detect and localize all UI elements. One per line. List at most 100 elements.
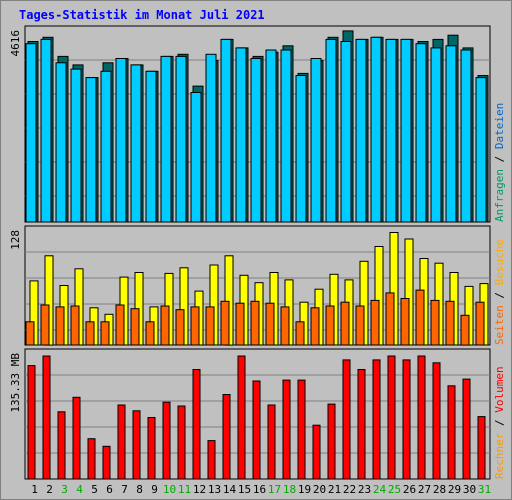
x-tick-label: 12 (193, 483, 206, 496)
x-tick-label: 23 (358, 483, 371, 496)
bar-dateien-day-4 (70, 68, 82, 223)
bar-volumen-day-10 (162, 401, 171, 480)
bar-seiten-day-20 (310, 307, 320, 346)
bar-dateien-day-25 (385, 38, 397, 223)
bar-volumen-day-30 (462, 378, 471, 480)
panel-requests: 4616 (9, 25, 491, 223)
x-tick-label: 4 (76, 483, 83, 496)
x-tick-label: 8 (136, 483, 143, 496)
legend-bottom: Rechner / Volumen (493, 366, 506, 479)
bar-volumen-day-15 (237, 355, 246, 480)
bar-seiten-day-14 (220, 300, 230, 346)
bar-dateien-day-10 (160, 55, 172, 223)
bar-seiten-day-17 (265, 302, 275, 346)
legend-item: Besuche (493, 239, 506, 285)
bar-dateien-day-8 (130, 64, 142, 223)
bar-volumen-day-1 (27, 365, 36, 480)
bar-seiten-day-5 (85, 321, 95, 346)
bar-volumen-day-8 (132, 410, 141, 480)
bar-dateien-day-11 (175, 55, 187, 223)
bar-volumen-day-25 (387, 355, 396, 480)
bar-seiten-day-7 (115, 304, 125, 346)
bar-seiten-day-28 (430, 299, 440, 346)
x-tick-label: 29 (448, 483, 461, 496)
series-dateien (25, 36, 487, 223)
bar-volumen-day-13 (207, 440, 216, 480)
x-tick-label: 31 (478, 483, 491, 496)
x-tick-label: 18 (283, 483, 296, 496)
bar-seiten-day-10 (160, 305, 170, 346)
bar-seiten-day-1 (25, 321, 35, 346)
bar-volumen-day-11 (177, 405, 186, 480)
bar-volumen-day-28 (432, 362, 441, 480)
bar-dateien-day-26 (400, 38, 412, 223)
bar-volumen-day-22 (342, 359, 351, 480)
bar-volumen-day-18 (282, 379, 291, 480)
x-tick-label: 26 (403, 483, 416, 496)
bar-seiten-day-18 (280, 306, 290, 346)
bar-seiten-day-13 (205, 306, 215, 346)
legend-separator: / (493, 413, 506, 433)
panel-volume: 135.33 MB (9, 348, 491, 480)
bar-dateien-day-28 (430, 47, 442, 223)
bar-seiten-day-4 (70, 305, 80, 346)
bar-seiten-day-24 (370, 299, 380, 346)
legend-item: Rechner (493, 432, 506, 479)
bar-dateien-day-2 (40, 38, 52, 223)
legend-item: Dateien (493, 103, 506, 149)
legend-separator: / (493, 149, 506, 169)
x-tick-label: 21 (328, 483, 341, 496)
bar-volumen-day-6 (102, 445, 111, 480)
x-tick-label: 10 (163, 483, 176, 496)
bar-seiten-day-16 (250, 300, 260, 346)
bar-dateien-day-6 (100, 70, 112, 223)
bar-dateien-day-7 (115, 58, 127, 223)
panel-visits: 128 (9, 225, 491, 346)
legend-middle: Seiten / Besuche (493, 239, 506, 345)
bar-volumen-day-5 (87, 438, 96, 480)
legend-separator: / (493, 285, 506, 305)
bar-seiten-day-6 (100, 321, 110, 346)
bar-dateien-day-19 (295, 75, 307, 223)
bar-seiten-day-19 (295, 321, 305, 346)
bar-volumen-day-3 (57, 411, 66, 480)
bar-dateien-day-31 (475, 77, 487, 223)
bar-dateien-day-23 (355, 38, 367, 223)
x-tick-label: 2 (46, 483, 53, 496)
bar-volumen-day-14 (222, 394, 231, 480)
bar-dateien-day-18 (280, 49, 292, 223)
x-tick-label: 27 (418, 483, 431, 496)
y-max-label: 128 (9, 230, 22, 250)
bar-dateien-day-21 (325, 38, 337, 223)
x-tick-label: 7 (121, 483, 128, 496)
x-tick-label: 5 (91, 483, 98, 496)
bar-dateien-day-12 (190, 92, 202, 223)
bar-dateien-day-15 (235, 47, 247, 223)
bar-volumen-day-20 (312, 424, 321, 480)
y-max-label: 4616 (9, 30, 22, 57)
bar-seiten-day-27 (415, 289, 425, 346)
x-tick-label: 15 (238, 483, 251, 496)
series-seiten (25, 289, 485, 346)
x-tick-label: 17 (268, 483, 281, 496)
bar-seiten-day-30 (460, 314, 470, 346)
bar-seiten-day-23 (355, 305, 365, 346)
bar-dateien-day-13 (205, 53, 217, 223)
bar-volumen-day-2 (42, 355, 51, 480)
bar-volumen-day-12 (192, 369, 201, 480)
bar-dateien-day-3 (55, 62, 67, 223)
x-tick-label: 25 (388, 483, 401, 496)
bar-dateien-day-22 (340, 41, 352, 223)
bar-volumen-day-26 (402, 359, 411, 480)
bar-seiten-day-8 (130, 308, 140, 346)
x-tick-label: 9 (151, 483, 158, 496)
x-tick-label: 6 (106, 483, 113, 496)
bar-seiten-day-2 (40, 304, 50, 346)
bar-dateien-day-20 (310, 58, 322, 223)
bar-volumen-day-21 (327, 403, 336, 480)
bar-volumen-day-16 (252, 380, 261, 480)
bar-seiten-day-26 (400, 298, 410, 346)
bar-volumen-day-9 (147, 417, 156, 480)
chart-title: Tages-Statistik im Monat Juli 2021 (19, 8, 265, 22)
